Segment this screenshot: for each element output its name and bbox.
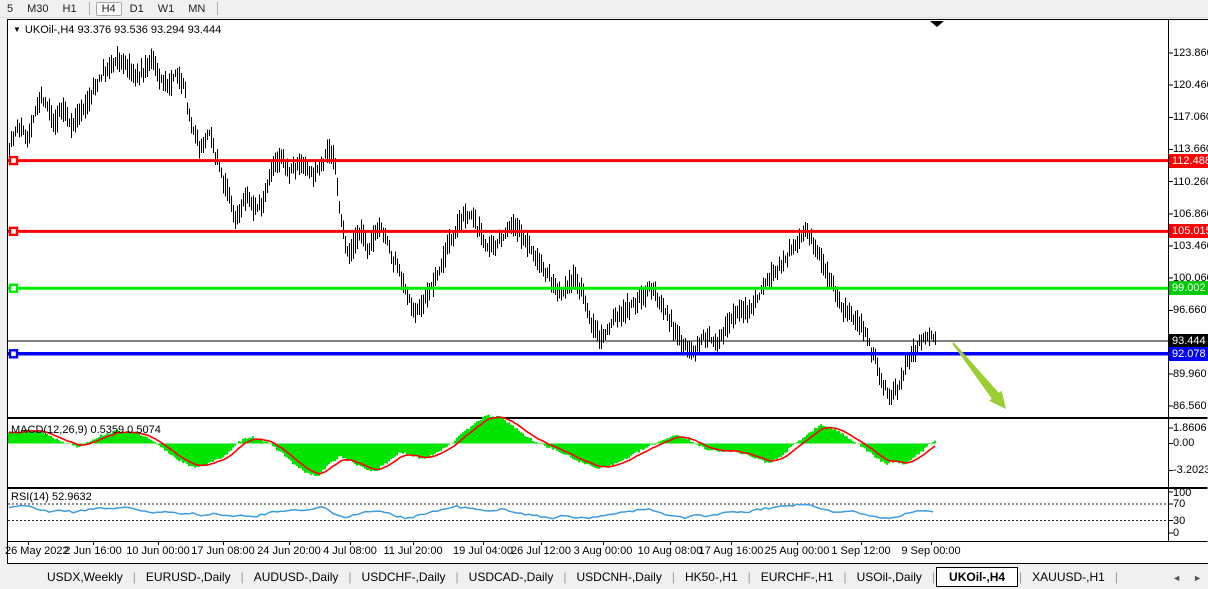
chart-window xyxy=(7,19,1208,564)
price-tick-label: 86.560 xyxy=(1173,400,1207,412)
tab-separator: | xyxy=(843,569,847,584)
time-label: 24 Jun 20:00 xyxy=(257,545,321,557)
toolbar-separator xyxy=(88,2,90,15)
rsi-tick-label: 100 xyxy=(1173,487,1192,499)
macd-tick-label: -3.2023 xyxy=(1173,464,1208,476)
tab-separator: | xyxy=(671,569,675,584)
tab-separator: | xyxy=(132,569,136,584)
tab-usoil-daily[interactable]: USOil-,Daily xyxy=(856,569,922,584)
tab-eurchf-h1[interactable]: EURCHF-,H1 xyxy=(760,569,834,584)
tab-scrollers: ◄ ► xyxy=(1172,573,1202,583)
last-bar-marker-icon xyxy=(930,21,944,27)
rsi-tick-label: 0 xyxy=(1173,527,1180,539)
price-badge-105.015: 105.015 xyxy=(1169,224,1208,238)
timeframe-button-w1[interactable]: W1 xyxy=(157,2,175,15)
tab-usdcad-daily[interactable]: USDCAD-,Daily xyxy=(468,569,554,584)
tab-hk50-h1[interactable]: HK50-,H1 xyxy=(684,569,738,584)
time-label: 11 Jul 20:00 xyxy=(383,545,443,557)
time-label: 9 Sep 00:00 xyxy=(901,545,961,557)
tab-audusd-daily[interactable]: AUDUSD-,Daily xyxy=(253,569,339,584)
timeframe-button-d1[interactable]: D1 xyxy=(129,2,144,15)
price-badge-99.002: 99.002 xyxy=(1169,281,1208,295)
price-bars xyxy=(9,46,936,405)
price-tick-label: 89.960 xyxy=(1173,368,1207,380)
timeframe-button-mn[interactable]: MN xyxy=(188,2,206,15)
line-anchor-marker[interactable] xyxy=(8,283,19,293)
trend-arrow[interactable] xyxy=(952,342,1006,409)
price-badge-93.444: 93.444 xyxy=(1169,334,1208,348)
time-label: 10 Jun 00:00 xyxy=(126,545,190,557)
tab-usdcnh-daily[interactable]: USDCNH-,Daily xyxy=(576,569,662,584)
tab-separator: | xyxy=(931,569,936,584)
macd-tick-label: 0.00 xyxy=(1173,437,1195,449)
tab-usdchf-daily[interactable]: USDCHF-,Daily xyxy=(361,569,446,584)
tab-scroll-left-icon[interactable]: ◄ xyxy=(1172,573,1182,583)
tab-scroll-right-icon[interactable]: ► xyxy=(1193,573,1202,583)
time-label: 17 Jun 08:00 xyxy=(191,545,255,557)
tab-separator: | xyxy=(563,569,567,584)
tab-eurusd-daily[interactable]: EURUSD-,Daily xyxy=(145,569,231,584)
tab-separator: | xyxy=(240,569,244,584)
tab-separator: | xyxy=(348,569,352,584)
timeframe-toolbar: 5 M30 H1 H4 D1 W1 MN xyxy=(0,0,1208,18)
time-label: 26 Jul 12:00 xyxy=(511,545,571,557)
tab-ukoil-h4[interactable]: UKOil-,H4 xyxy=(936,566,1019,587)
time-label: 26 May 2022 xyxy=(5,545,69,557)
line-anchor-marker[interactable] xyxy=(8,155,19,166)
price-tick-label: 110.260 xyxy=(1173,176,1208,188)
price-tick-label: 120.460 xyxy=(1173,79,1208,91)
line-anchor-marker[interactable] xyxy=(8,349,19,359)
timeframe-button-h1[interactable]: H1 xyxy=(62,2,77,15)
rsi-label: RSI(14) 52.9632 xyxy=(11,491,92,503)
time-label: 10 Aug 08:00 xyxy=(637,545,703,557)
tab-separator: | xyxy=(1019,569,1023,584)
line-anchor-marker[interactable] xyxy=(8,226,19,237)
time-label: 3 Aug 00:00 xyxy=(573,545,633,557)
price-tick-label: 113.660 xyxy=(1173,143,1208,155)
rsi-tick-label: 70 xyxy=(1173,498,1186,510)
tab-separator: | xyxy=(1114,569,1118,584)
timeframe-button-5[interactable]: 5 xyxy=(7,2,14,15)
price-tick-label: 123.860 xyxy=(1173,47,1208,59)
timeframe-button-m30[interactable]: M30 xyxy=(27,2,49,15)
tab-separator: | xyxy=(455,569,459,584)
chart-tab-bar: USDX,Weekly | EURUSD-,Daily | AUDUSD-,Daily |… xyxy=(0,564,1208,589)
macd-tick-label: 1.8606 xyxy=(1173,422,1207,434)
toolbar-separator xyxy=(217,2,219,15)
time-label: 2 Jun 16:00 xyxy=(64,545,122,557)
macd-signal-line xyxy=(8,416,936,475)
time-label: 4 Jul 08:00 xyxy=(323,545,377,557)
time-label: 19 Jul 04:00 xyxy=(453,545,513,557)
chart-title-text: UKOil-,H4 93.376 93.536 93.294 93.444 xyxy=(24,24,222,36)
time-label: 25 Aug 00:00 xyxy=(764,545,830,557)
timeframe-button-h4[interactable]: H4 xyxy=(95,1,122,16)
price-tick-label: 106.860 xyxy=(1173,208,1208,220)
symbol-dropdown-icon[interactable]: ▼ xyxy=(13,25,21,34)
price-tick-label: 96.660 xyxy=(1173,304,1207,316)
rsi-line xyxy=(8,503,934,520)
price-tick-label: 117.060 xyxy=(1173,111,1208,123)
macd-label: MACD(12,26,9) 0.5359 0.5074 xyxy=(11,424,161,436)
tab-separator: | xyxy=(747,569,751,584)
time-label: 1 Sep 12:00 xyxy=(831,545,891,557)
price-badge-92.078: 92.078 xyxy=(1169,347,1208,361)
time-label: 17 Aug 16:00 xyxy=(698,545,764,557)
price-badge-112.488: 112.488 xyxy=(1169,154,1208,168)
rsi-tick-label: 30 xyxy=(1173,515,1186,527)
tab-usdx-weekly[interactable]: USDX,Weekly xyxy=(47,569,123,584)
price-tick-label: 103.460 xyxy=(1173,240,1208,252)
chart-title: ▼ UKOil-,H4 93.376 93.536 93.294 93.444 xyxy=(13,24,221,36)
tab-xauusd-h1[interactable]: XAUUSD-,H1 xyxy=(1032,569,1105,584)
macd-histogram xyxy=(8,414,936,476)
